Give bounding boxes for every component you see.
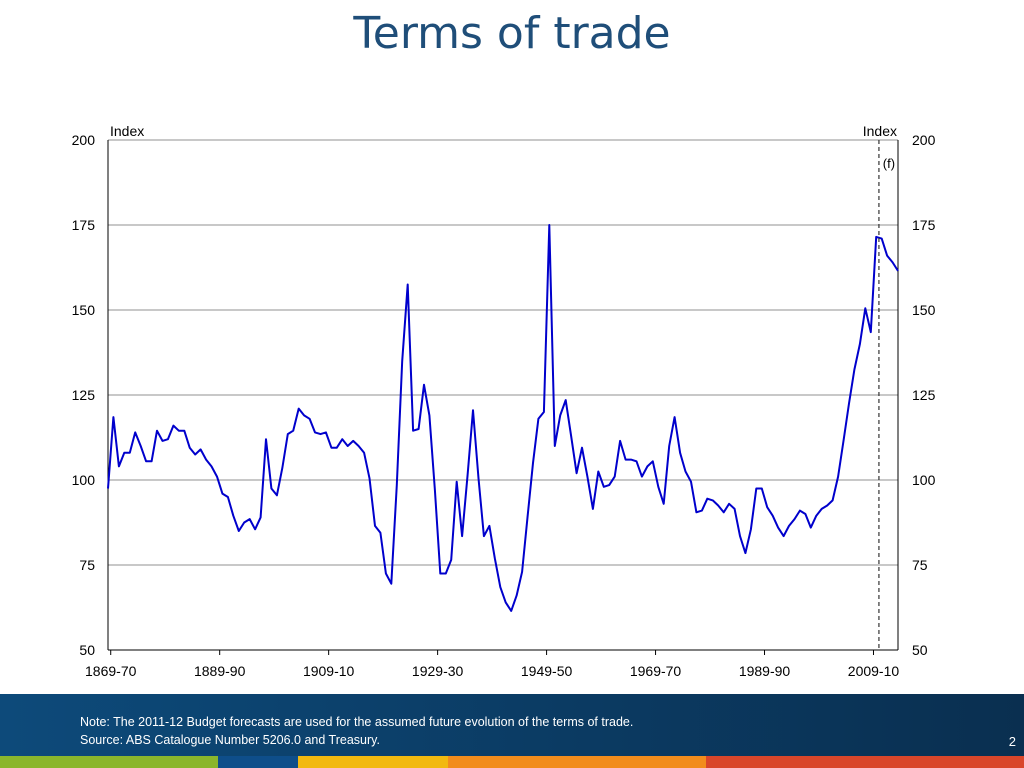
x-tick-label-1909-10: 1909-10 xyxy=(303,663,355,679)
y-tick-left-75: 75 xyxy=(79,557,95,573)
x-tick-label-1989-90: 1989-90 xyxy=(739,663,791,679)
x-tick-label-1869-70: 1869-70 xyxy=(85,663,137,679)
tick-labels: 50 50 75 75 100 100 125 125 150 150 175 175 200 200 18… xyxy=(72,132,936,679)
footer-stripe-blue xyxy=(218,756,298,768)
series-line-terms-of-trade xyxy=(107,224,899,612)
y-tick-right-200: 200 xyxy=(912,132,936,148)
footer-source: Source: ABS Catalogue Number 5206.0 and … xyxy=(80,733,380,747)
y-tick-left-175: 175 xyxy=(72,217,96,233)
y-tick-right-50: 50 xyxy=(912,642,928,658)
forecast-label: (f) xyxy=(883,156,895,171)
y-tick-right-100: 100 xyxy=(912,472,936,488)
y-tick-left-150: 150 xyxy=(72,302,96,318)
footer-band: Note: The 2011-12 Budget forecasts are u… xyxy=(0,694,1024,756)
footer-stripe-yellow xyxy=(298,756,448,768)
x-tick-label-1949-50: 1949-50 xyxy=(521,663,573,679)
x-tick-label-2009-10: 2009-10 xyxy=(848,663,900,679)
right-axis-label: Index xyxy=(863,123,897,139)
gridlines xyxy=(108,139,898,566)
footer-stripe-red xyxy=(706,756,1024,768)
footer-stripe-green xyxy=(0,756,218,768)
y-tick-left-200: 200 xyxy=(72,132,96,148)
y-tick-left-125: 125 xyxy=(72,387,96,403)
footer-note: Note: The 2011-12 Budget forecasts are u… xyxy=(80,715,634,729)
y-tick-left-50: 50 xyxy=(79,642,95,658)
footer-stripe-orange xyxy=(448,756,706,768)
y-tick-left-100: 100 xyxy=(72,472,96,488)
page-number: 2 xyxy=(1008,734,1016,749)
slide-title: Terms of trade xyxy=(353,8,671,59)
y-tick-right-125: 125 xyxy=(912,387,936,403)
y-tick-right-150: 150 xyxy=(912,302,936,318)
x-tick-label-1969-70: 1969-70 xyxy=(630,663,682,679)
x-tick-label-1889-90: 1889-90 xyxy=(194,663,246,679)
x-tick-label-1929-30: 1929-30 xyxy=(412,663,464,679)
axes xyxy=(107,140,899,655)
y-tick-right-75: 75 xyxy=(912,557,928,573)
left-axis-label: Index xyxy=(110,123,144,139)
terms-of-trade-chart: 50 50 75 75 100 100 125 125 150 150 175 175 200 200 18… xyxy=(72,123,936,679)
y-tick-right-175: 175 xyxy=(912,217,936,233)
